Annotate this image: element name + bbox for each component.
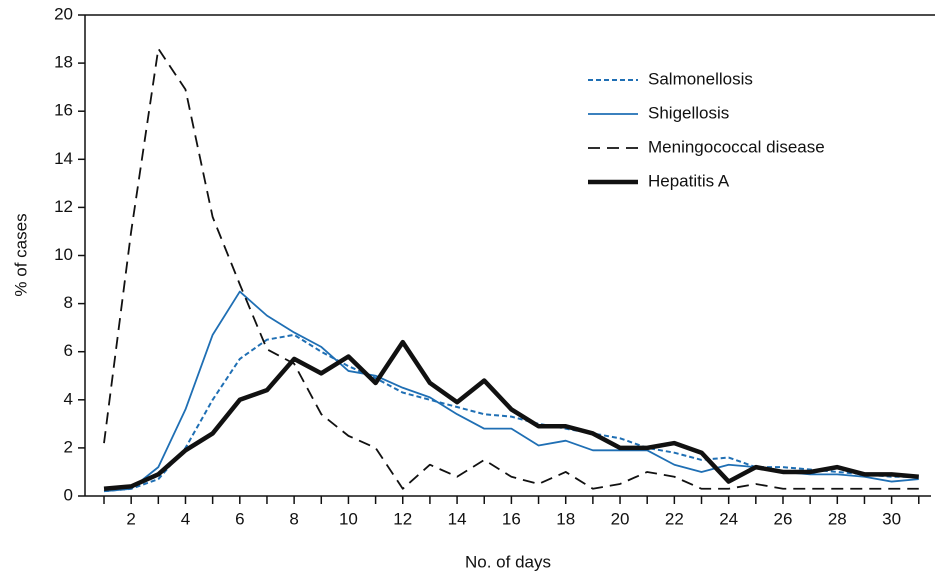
x-tick-label: 20 [611, 509, 630, 528]
series-line [103, 290, 919, 493]
legend-label: Shigellosis [648, 103, 729, 122]
x-tick-label: 4 [181, 509, 190, 528]
y-tick-label: 12 [54, 197, 73, 216]
legend-label: Salmonellosis [648, 69, 753, 88]
legend-label: Meningococcal disease [648, 137, 825, 156]
y-tick-label: 4 [64, 389, 73, 408]
x-tick-label: 28 [828, 509, 847, 528]
x-tick-label: 12 [393, 509, 412, 528]
y-tick-label: 0 [64, 485, 73, 504]
y-tick-label: 14 [54, 149, 73, 168]
x-tick-label: 30 [882, 509, 901, 528]
y-tick-label: 8 [64, 293, 73, 312]
x-tick-label: 10 [339, 509, 358, 528]
x-tick-label: 18 [556, 509, 575, 528]
y-tick-label: 18 [54, 53, 73, 72]
y-tick-label: 2 [64, 437, 73, 456]
legend-label: Hepatitis A [648, 171, 730, 190]
y-tick-label: 10 [54, 245, 73, 264]
x-tick-label: 14 [448, 509, 467, 528]
x-tick-label: 2 [126, 509, 135, 528]
y-tick-label: 6 [64, 341, 73, 360]
x-tick-label: 22 [665, 509, 684, 528]
series-line [103, 339, 919, 492]
x-tick-label: 24 [719, 509, 738, 528]
x-tick-label: 6 [235, 509, 244, 528]
x-tick-label: 26 [774, 509, 793, 528]
x-tick-label: 8 [289, 509, 298, 528]
y-tick-label: 20 [54, 4, 73, 23]
x-axis-title: No. of days [465, 552, 551, 571]
y-axis-title: % of cases [11, 213, 30, 296]
y-tick-label: 16 [54, 101, 73, 120]
series-line [103, 47, 919, 490]
x-tick-label: 16 [502, 509, 521, 528]
series-line [103, 333, 919, 493]
